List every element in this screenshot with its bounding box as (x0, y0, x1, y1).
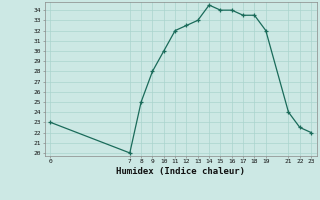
X-axis label: Humidex (Indice chaleur): Humidex (Indice chaleur) (116, 167, 245, 176)
